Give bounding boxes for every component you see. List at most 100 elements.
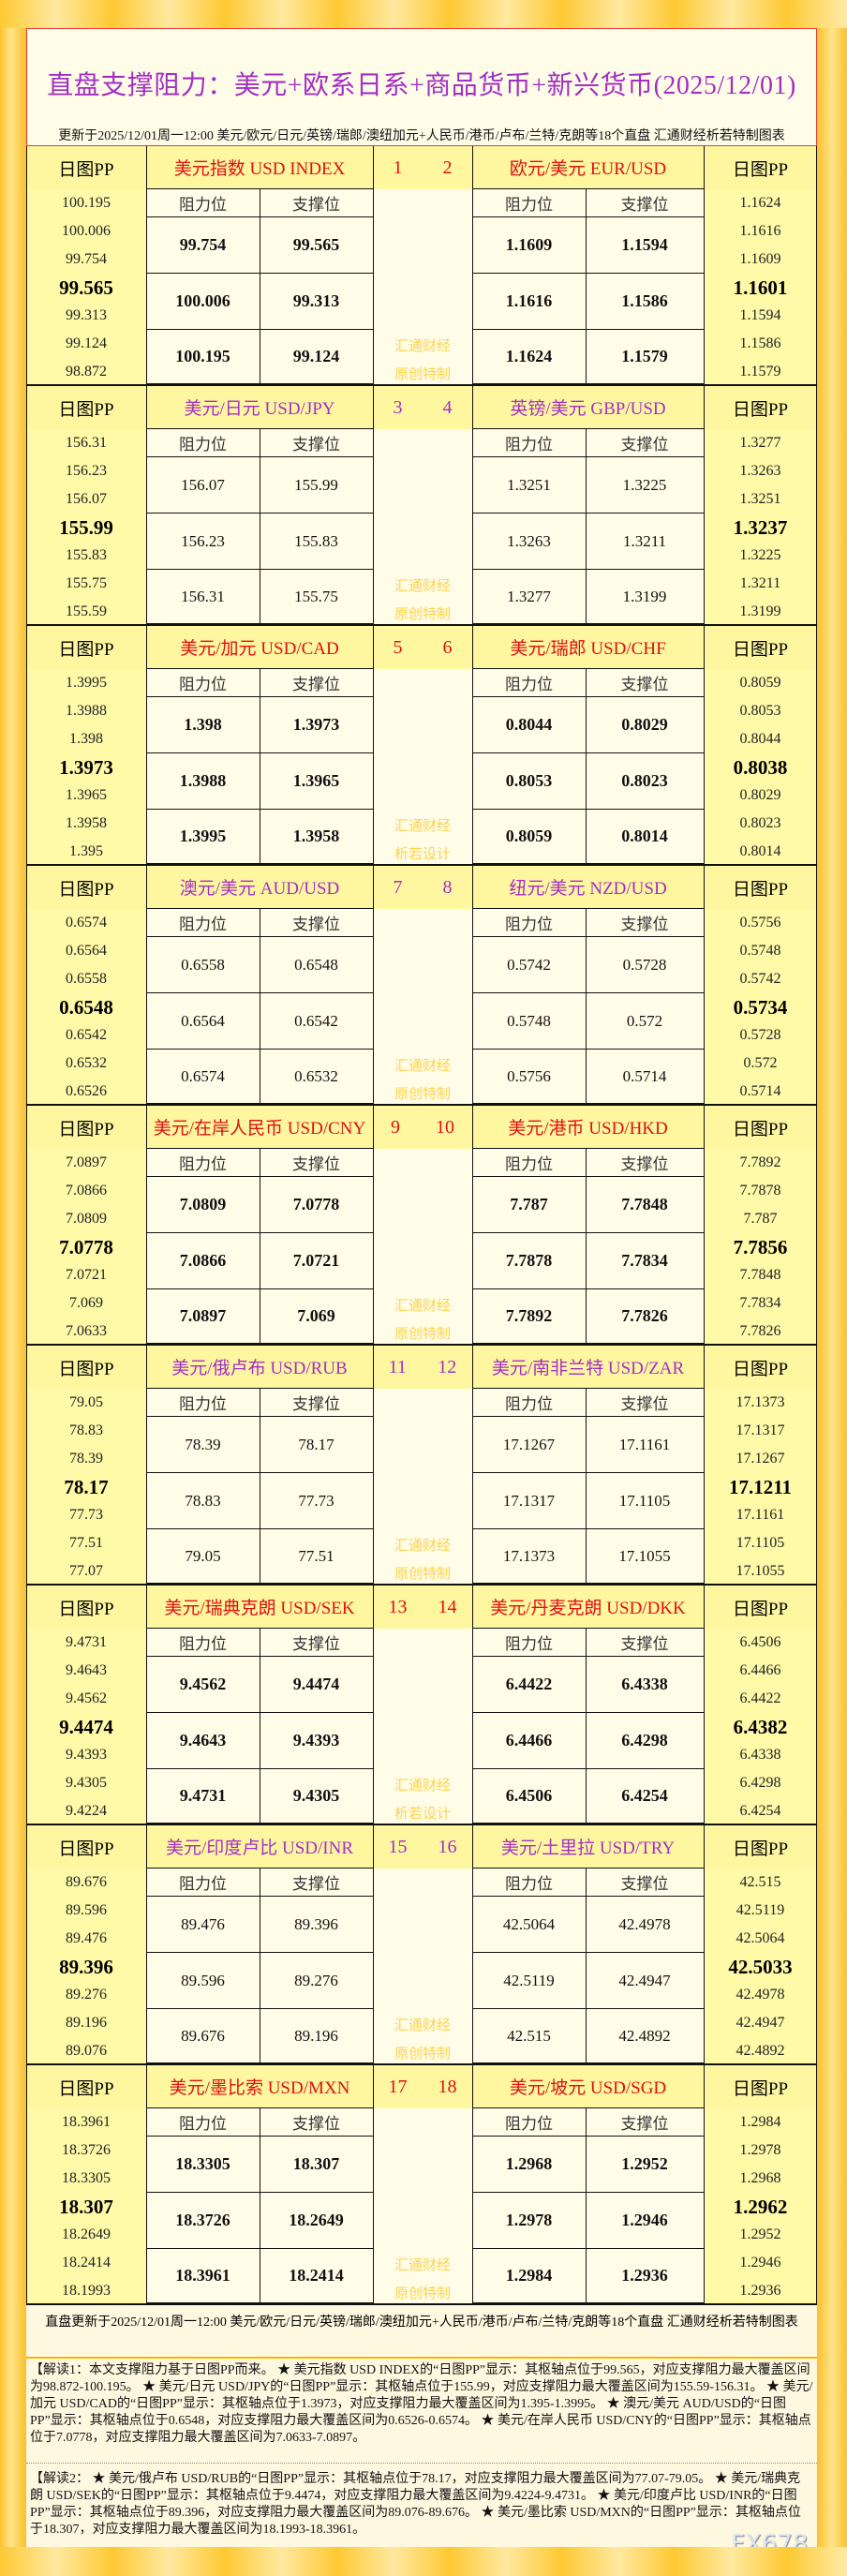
pivot-point-value: 1.3237 <box>733 515 788 539</box>
pair-number-left: 17 <box>388 2076 408 2097</box>
resistance-value: 0.8044 <box>472 697 586 753</box>
support-label: 支撑位 <box>586 909 704 937</box>
column-divider <box>704 1586 705 1825</box>
support-value: 1.3973 <box>260 697 373 753</box>
support-value: 6.4298 <box>586 1713 704 1769</box>
watermark-text: 汇通财经 <box>394 1299 451 1314</box>
column-divider <box>146 1106 147 1346</box>
pp-header: 日图PP <box>704 1825 817 1869</box>
support-label: 支撑位 <box>586 1389 704 1417</box>
pair-title: 美元/港币 USD/HKD <box>472 1106 704 1149</box>
pair-title: 美元/土里拉 USD/TRY <box>472 1825 704 1869</box>
pair-title: 美元/南非兰特 USD/ZAR <box>472 1346 704 1389</box>
support-label: 支撑位 <box>260 909 373 937</box>
pp-level-value: 1.1616 <box>739 223 781 239</box>
pair-title: 欧元/美元 EUR/USD <box>472 146 704 189</box>
pp-level-value: 18.2414 <box>62 2255 111 2271</box>
pp-level-value: 0.5742 <box>739 971 781 987</box>
column-divider <box>373 1346 374 1586</box>
pair-block: 日图PP 100.195 100.006 99.754 99.565 99.313 99.1… <box>26 146 817 386</box>
column-divider <box>586 1629 587 1825</box>
support-value: 7.069 <box>260 1289 373 1344</box>
column-divider <box>373 146 374 386</box>
pp-level-value: 42.4892 <box>736 2043 785 2059</box>
support-value: 7.0778 <box>260 1177 373 1233</box>
resistance-label: 阻力位 <box>146 2108 260 2137</box>
page-subtitle: 更新于2025/12/01周一12:00 美元/欧元/日元/英镑/瑞郎/澳纽加元… <box>58 129 785 143</box>
support-value: 17.1055 <box>586 1529 704 1584</box>
support-label: 支撑位 <box>260 669 373 697</box>
support-value: 6.4254 <box>586 1769 704 1824</box>
resistance-label: 阻力位 <box>146 189 260 217</box>
watermark-text: 汇通财经 <box>394 579 451 594</box>
pp-level-value: 155.75 <box>66 575 107 591</box>
pair-title: 美元指数 USD INDEX <box>146 146 373 189</box>
pair-title: 美元/瑞郎 USD/CHF <box>472 626 704 669</box>
support-value: 155.83 <box>260 514 373 570</box>
resistance-label: 阻力位 <box>472 189 586 217</box>
pp-level-value: 18.3961 <box>62 2114 111 2130</box>
pair-number-right: 10 <box>436 1116 454 1138</box>
pp-level-value: 0.6526 <box>66 1083 107 1099</box>
pp-level-value: 0.8059 <box>739 675 781 691</box>
pp-level-value: 78.83 <box>69 1422 103 1438</box>
pp-level-value: 0.5748 <box>739 943 781 959</box>
column-divider <box>816 866 817 1106</box>
support-value: 78.17 <box>260 1417 373 1473</box>
pp-level-value: 18.1993 <box>62 2283 111 2299</box>
pivot-point-value: 78.17 <box>64 1475 109 1498</box>
resistance-value: 1.1624 <box>472 330 586 384</box>
support-value: 18.307 <box>260 2137 373 2193</box>
support-value: 1.3958 <box>260 810 373 864</box>
pp-level-value: 89.196 <box>66 2015 107 2031</box>
pp-level-value: 0.6532 <box>66 1055 107 1071</box>
pp-level-value: 0.8044 <box>739 731 781 747</box>
column-divider <box>26 626 27 866</box>
resistance-value: 1.2984 <box>472 2249 586 2303</box>
support-value: 99.313 <box>260 274 373 330</box>
pivot-point-value: 7.0778 <box>59 1235 113 1258</box>
support-value: 99.565 <box>260 217 373 274</box>
column-divider <box>146 1586 147 1825</box>
support-label: 支撑位 <box>260 1149 373 1177</box>
pair-title: 美元/墨比索 USD/MXN <box>146 2065 373 2108</box>
pp-level-value: 156.31 <box>66 435 107 451</box>
pivot-point-value: 42.5033 <box>728 1955 793 1978</box>
pair-title: 美元/俄卢布 USD/RUB <box>146 1346 373 1389</box>
pp-level-value: 17.1161 <box>736 1507 785 1523</box>
column-divider <box>26 1346 27 1586</box>
pp-level-value: 0.5756 <box>739 915 781 931</box>
pair-number-left: 15 <box>388 1836 408 1857</box>
pp-level-value: 1.3965 <box>66 787 107 803</box>
pp-level-value: 1.3995 <box>66 675 107 691</box>
pp-level-value: 1.3988 <box>66 703 107 719</box>
support-value: 1.2946 <box>586 2193 704 2249</box>
resistance-value: 89.476 <box>146 1897 260 1953</box>
resistance-value: 7.787 <box>472 1177 586 1233</box>
support-value: 18.2414 <box>260 2249 373 2303</box>
pivot-point-value: 7.7856 <box>733 1235 788 1258</box>
resistance-value: 17.1317 <box>472 1473 586 1529</box>
column-divider <box>26 386 27 626</box>
resistance-value: 6.4422 <box>472 1657 586 1713</box>
pp-level-value: 7.7834 <box>739 1295 781 1311</box>
support-label: 支撑位 <box>586 1149 704 1177</box>
resistance-value: 9.4562 <box>146 1657 260 1713</box>
column-divider <box>472 866 473 1106</box>
support-value: 99.124 <box>260 330 373 384</box>
pp-level-value: 18.3305 <box>62 2170 111 2186</box>
column-divider <box>373 1106 374 1346</box>
pivot-point-value: 17.1211 <box>728 1475 793 1498</box>
pp-level-value: 78.39 <box>69 1451 103 1467</box>
column-divider <box>586 1389 587 1586</box>
support-value: 0.8014 <box>586 810 704 864</box>
support-value: 0.5714 <box>586 1050 704 1104</box>
resistance-value: 1.398 <box>146 697 260 753</box>
pp-level-value: 1.2984 <box>739 2114 781 2130</box>
pp-level-value: 0.6564 <box>66 943 107 959</box>
column-divider <box>146 386 147 626</box>
pair-numbers: 13 14 <box>373 1586 472 1629</box>
resistance-value: 0.5756 <box>472 1050 586 1104</box>
pivot-point-value: 89.396 <box>59 1955 113 1978</box>
pp-level-value: 7.7848 <box>739 1267 781 1283</box>
